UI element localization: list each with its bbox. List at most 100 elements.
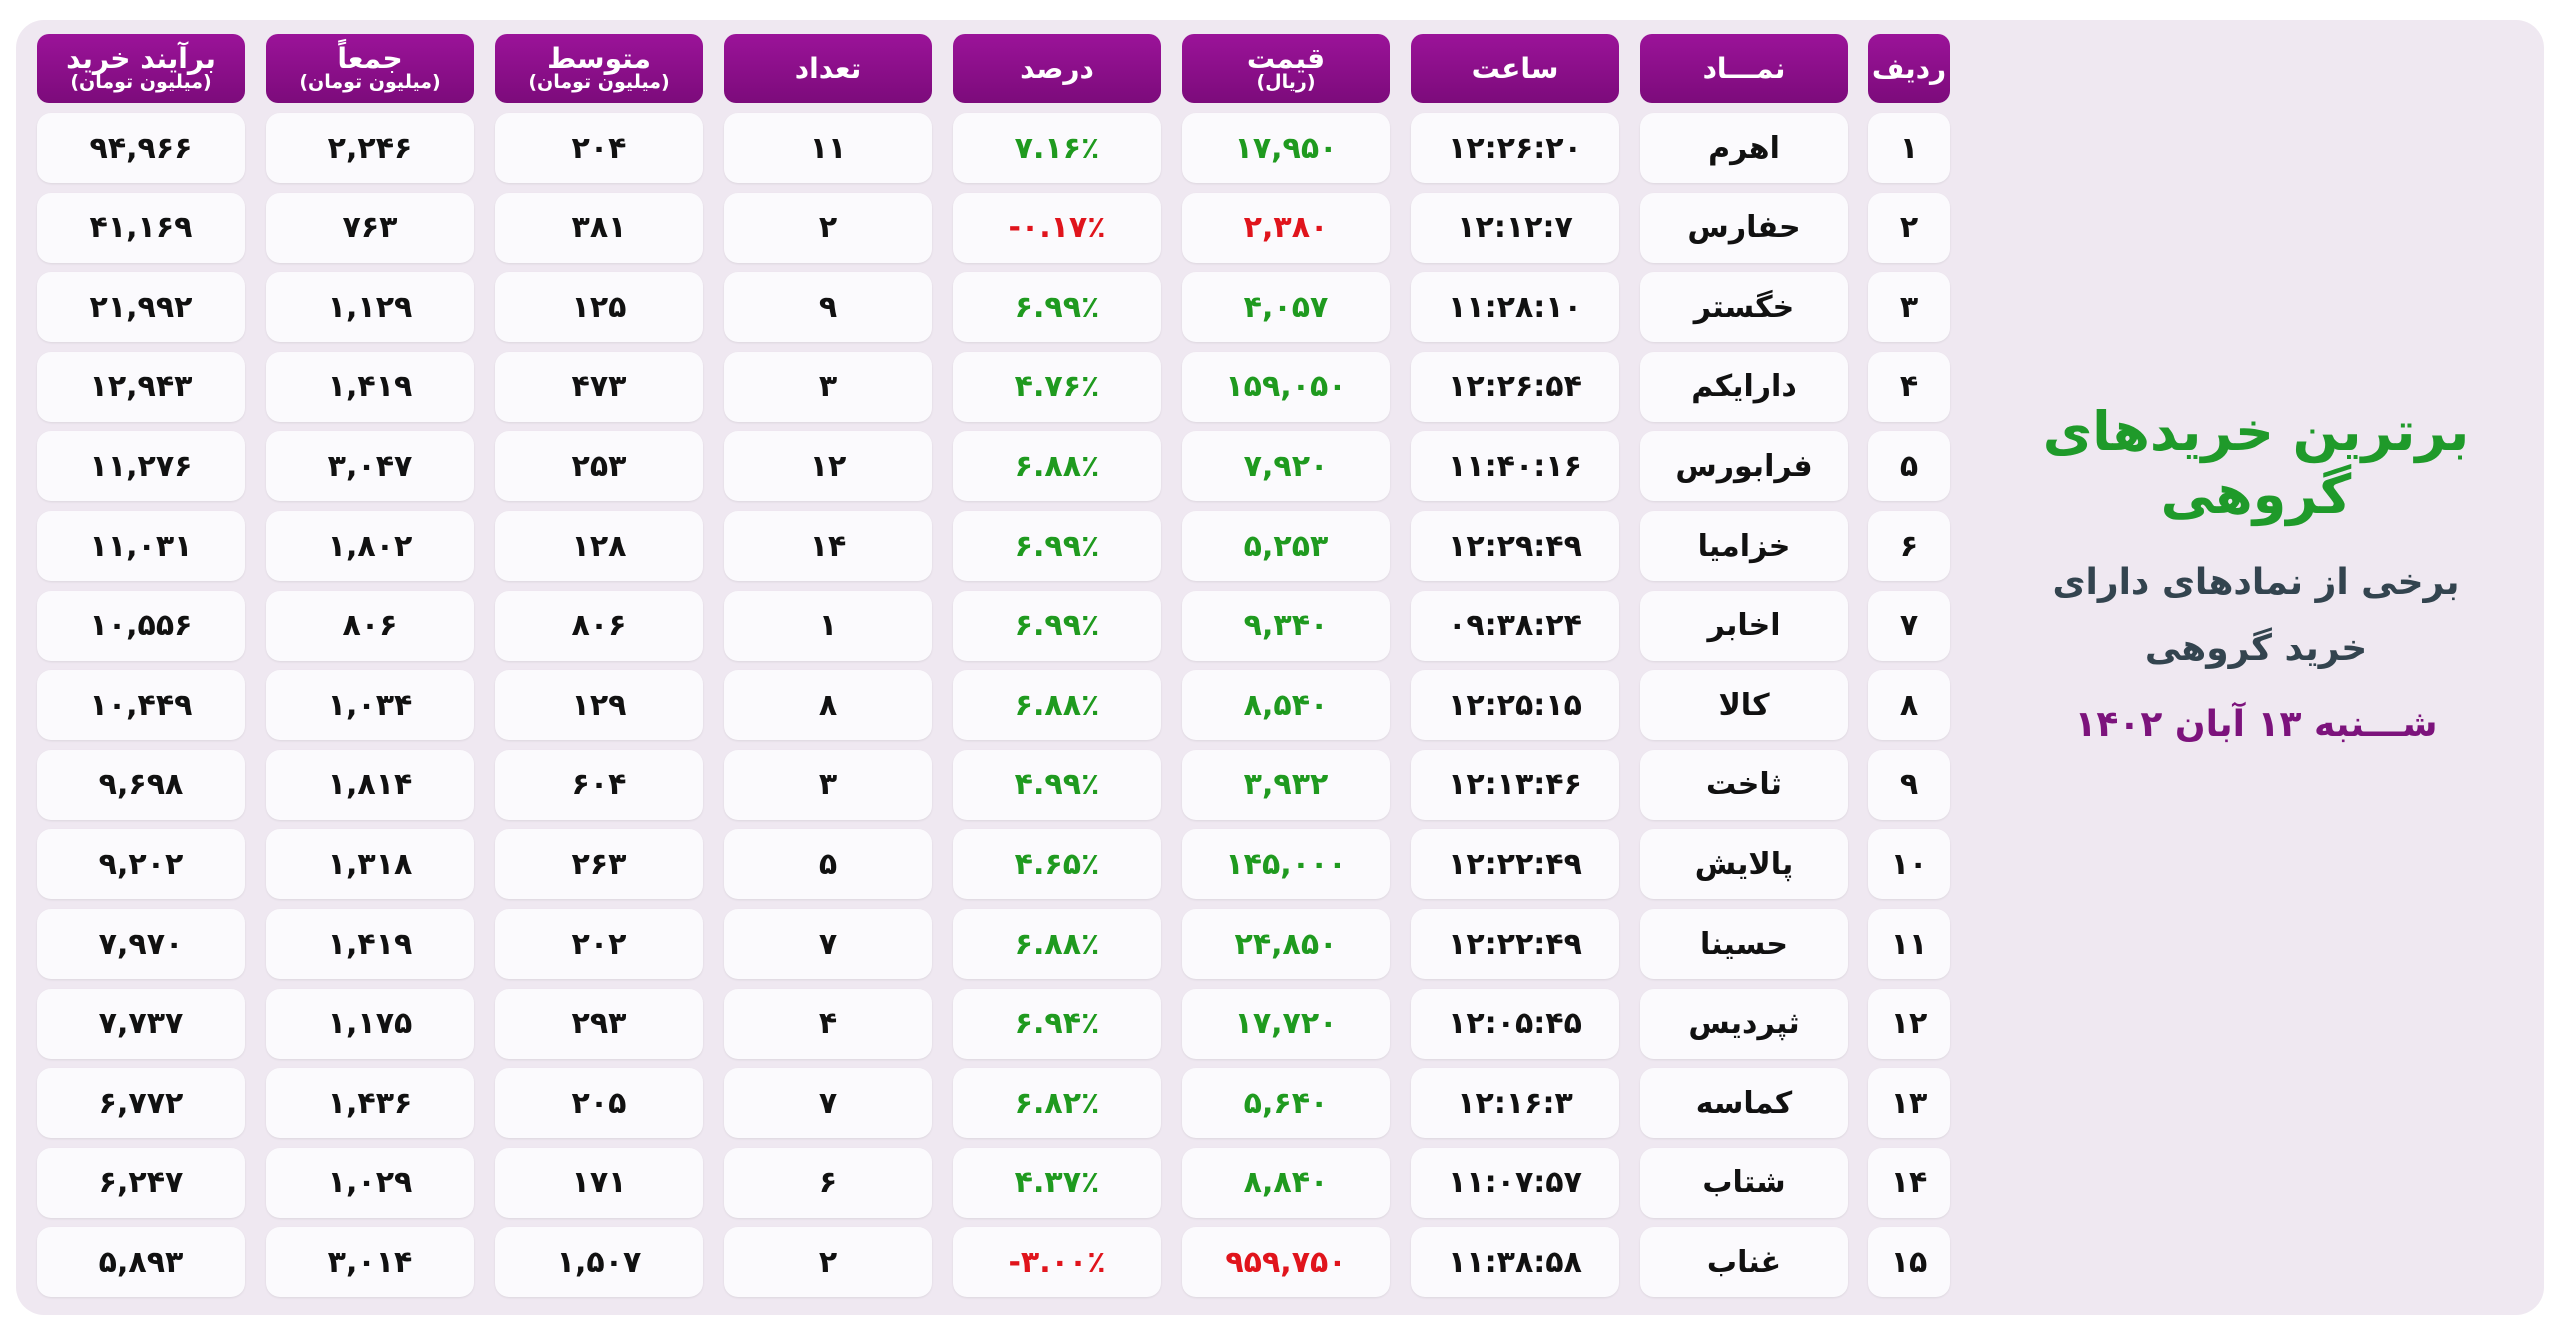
cell-text: ۱۱:۲۸:۱۰ [1448, 289, 1582, 325]
header-title: نمـــاد [1702, 51, 1786, 85]
column-header: ردیف [1868, 34, 1950, 103]
cell-text: ثپردیس [1688, 1006, 1800, 1042]
table-cell: ۴.۳۷٪ [953, 1147, 1161, 1218]
cell-text: ۱۳ [1890, 1085, 1928, 1121]
header-title: قیمت [1246, 41, 1326, 75]
cell-text: ۷ [1899, 608, 1919, 644]
cell-text: ۹۵۹,۷۵۰ [1225, 1244, 1347, 1280]
table-cell: ۱۵ [1868, 1227, 1950, 1298]
table-cell: ۶,۲۴۷ [37, 1147, 245, 1218]
table-cell: ۱۴۵,۰۰۰ [1182, 829, 1390, 900]
cell-text: ۲۵۳ [571, 448, 627, 484]
cell-text: ۱۲ [1890, 1006, 1928, 1042]
table-cell: ۸ [724, 670, 932, 741]
table-cell: ۱۱ [724, 113, 932, 183]
cell-text: ۳ [818, 767, 838, 803]
cell-text: ۲ [818, 210, 838, 246]
table-cell: ۶.۸۸٪ [953, 909, 1161, 979]
table-cell: -۰.۱۷٪ [953, 192, 1161, 263]
header-subtitle: (میلیون تومان) [528, 71, 670, 94]
table-cell: ثپردیس [1640, 988, 1848, 1059]
side-panel: برترین خریدهای گروهی برخی از نمادهای دار… [1976, 400, 2536, 745]
cell-text: ۱,۱۲۹ [327, 289, 413, 325]
cell-text: ۲ [818, 1244, 838, 1280]
subtitle: برخی از نمادهای دارای [2052, 562, 2460, 603]
cell-text: ۱۰,۵۵۶ [89, 608, 193, 644]
cell-text: ۸ [1899, 687, 1919, 723]
table-cell: ۶.۸۸٪ [953, 431, 1161, 502]
table-cell: ۱۷۱ [495, 1147, 703, 1218]
table-cell: ۱۱:۳۸:۵۸ [1411, 1227, 1619, 1298]
cell-text: ۷ [818, 926, 838, 962]
header-subtitle: (میلیون تومان) [70, 71, 212, 94]
cell-text: ۶۰۴ [571, 767, 627, 803]
cell-text: ۲۴,۸۵۰ [1234, 926, 1338, 962]
table-cell: ۶ [1868, 511, 1950, 581]
cell-text: ۸۰۶ [342, 608, 398, 644]
table-cell: فرابورس [1640, 431, 1848, 502]
cell-text: ۶.۹۴٪ [1014, 1006, 1100, 1042]
cell-text: ۱۲:۰۵:۴۵ [1448, 1006, 1582, 1042]
cell-text: ۱۷,۷۲۰ [1234, 1006, 1338, 1042]
table-cell: ۶.۹۹٪ [953, 590, 1161, 661]
table-cell: ۳ [1868, 272, 1950, 343]
cell-text: ۳,۰۴۷ [327, 448, 413, 484]
cell-text: ۴ [818, 1006, 838, 1042]
table-cell: ۱ [1868, 113, 1950, 183]
table-cell: ۴۷۳ [495, 351, 703, 422]
cell-text: ۳۸۱ [571, 210, 627, 246]
cell-text: دارا‌یکم [1691, 369, 1797, 405]
table-cell: -۳.۰۰٪ [953, 1227, 1161, 1298]
table-cell: ۲۰۴ [495, 113, 703, 183]
cell-text: ۶.۹۹٪ [1014, 289, 1100, 325]
table-cell: ۹۴,۹۶۶ [37, 113, 245, 183]
table-cell: ۴.۶۵٪ [953, 829, 1161, 900]
table-cell: کالا [1640, 670, 1848, 741]
table-cell: ۱,۴۱۹ [266, 351, 474, 422]
cell-text: ۱۲۹ [571, 687, 627, 723]
table-cell: ۵,۸۹۳ [37, 1227, 245, 1298]
cell-text: ۱۲:۲۲:۴۹ [1448, 846, 1582, 882]
cell-text: ۳ [818, 369, 838, 405]
cell-text: ۱۱,۰۳۱ [89, 528, 193, 564]
cell-text: ۱,۴۳۶ [327, 1085, 413, 1121]
cell-text: ۶ [1899, 528, 1919, 564]
panel: برترین خریدهای گروهی برخی از نمادهای دار… [16, 20, 2544, 1315]
table-cell: ۷۶۳ [266, 192, 474, 263]
table-cell: ۲,۲۴۶ [266, 113, 474, 183]
table-cell: ۱۱:۲۸:۱۰ [1411, 272, 1619, 343]
header-title: برآیند خرید [66, 41, 216, 75]
cell-text: ۹۴,۹۶۶ [89, 130, 193, 166]
table-cell: ۴ [1868, 351, 1950, 422]
cell-text: ۷۶۳ [342, 210, 398, 246]
column-header: متوسط (میلیون تومان) [495, 34, 703, 103]
table-cell: ۱,۵۰۷ [495, 1227, 703, 1298]
table-cell: ۴ [724, 988, 932, 1059]
table-cell: ۱۴ [724, 511, 932, 581]
table-cell: ۹۵۹,۷۵۰ [1182, 1227, 1390, 1298]
table-cell: ۱,۱۲۹ [266, 272, 474, 343]
table-cell: خزامیا [1640, 511, 1848, 581]
cell-text: ۱۱ [809, 130, 847, 166]
header-title: ردیف [1871, 51, 1947, 85]
table-cell: کماسه [1640, 1068, 1848, 1139]
cell-text: ۸,۸۴۰ [1243, 1165, 1329, 1201]
cell-text: ۱۴۵,۰۰۰ [1225, 846, 1347, 882]
table-cell: ۱۲:۰۵:۴۵ [1411, 988, 1619, 1059]
cell-text: ۷ [818, 1085, 838, 1121]
table-cell: حفارس [1640, 192, 1848, 263]
cell-text: ۴.۷۶٪ [1014, 369, 1100, 405]
cell-text: ۲۶۳ [571, 846, 627, 882]
table-cell: ۷ [1868, 590, 1950, 661]
cell-text: ۱۲:۲۶:۵۴ [1448, 369, 1582, 405]
cell-text: ۶,۷۷۲ [98, 1085, 184, 1121]
cell-text: ۸,۵۴۰ [1243, 687, 1329, 723]
table-cell: دارا‌یکم [1640, 351, 1848, 422]
table-cell: ۳,۰۱۴ [266, 1227, 474, 1298]
table-cell: ۱۰,۵۵۶ [37, 590, 245, 661]
cell-text: ۱,۸۱۴ [327, 767, 413, 803]
header-title: تعداد [794, 51, 862, 85]
cell-text: ۱,۰۲۹ [327, 1165, 413, 1201]
table-cell: ۱۳ [1868, 1068, 1950, 1139]
column-header: نمـــاد [1640, 34, 1848, 103]
